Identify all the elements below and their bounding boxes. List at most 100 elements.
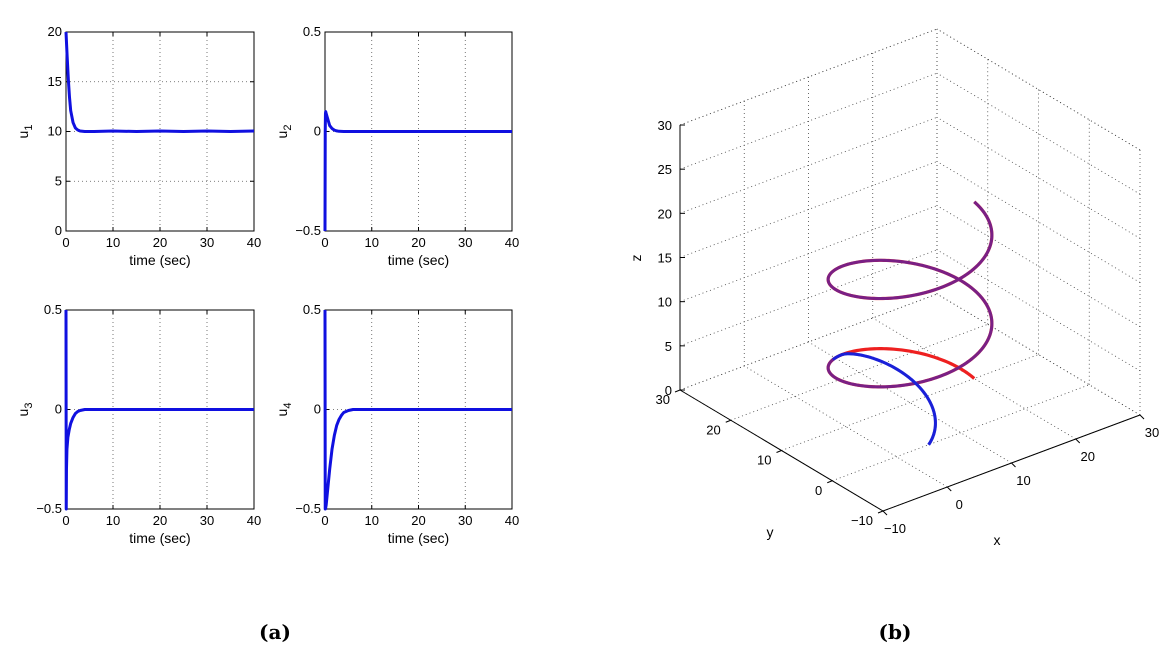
z-tick-label: 15 xyxy=(658,251,672,266)
grid-side-z xyxy=(936,205,1141,328)
y-tick-label: 0 xyxy=(314,124,321,139)
y-tick-label: 0.5 xyxy=(44,302,62,317)
x-tick-label: 40 xyxy=(505,513,519,528)
x-tick-label: −10 xyxy=(884,521,906,536)
y-tick-label: 10 xyxy=(48,124,62,139)
y-axis-label: y xyxy=(767,524,774,540)
x-tick-label: 30 xyxy=(200,235,214,250)
z-tick-label: 10 xyxy=(658,295,672,310)
x-tick-label: 10 xyxy=(106,235,120,250)
z-tick-label: 0 xyxy=(665,383,672,398)
x-axis-label: time (sec) xyxy=(388,252,449,268)
y-tick xyxy=(674,389,681,393)
x-axis-label: time (sec) xyxy=(129,530,190,546)
y-tick xyxy=(776,450,782,453)
grid-floor-y xyxy=(832,384,1090,482)
grid-floor-x xyxy=(808,341,1012,464)
x-tick xyxy=(946,486,952,492)
y-tick-label: 0 xyxy=(55,223,62,238)
x-tick-label: 10 xyxy=(365,513,379,528)
grid-back-z xyxy=(679,293,938,391)
x-tick-label: 0 xyxy=(956,497,963,512)
y-tick-label: 20 xyxy=(706,422,720,437)
grid-side-z xyxy=(936,116,1141,239)
caption-b: (b) xyxy=(879,620,912,644)
x-tick xyxy=(882,510,888,516)
grid-floor-y xyxy=(730,323,988,421)
y-tick-label: −10 xyxy=(851,513,873,528)
z-tick-label: 25 xyxy=(658,162,672,177)
x-tick-label: 30 xyxy=(458,513,472,528)
x-tick-label: 40 xyxy=(505,235,519,250)
x-tick-label: 20 xyxy=(1081,449,1095,464)
caption-a: (a) xyxy=(259,620,291,644)
y-tick-label: −0.5 xyxy=(295,223,321,238)
y-axis-label: u3 xyxy=(15,403,35,417)
x-tick-label: 30 xyxy=(200,513,214,528)
series-line-u2 xyxy=(323,110,512,232)
z-tick-label: 5 xyxy=(665,339,672,354)
y-tick-label: 0 xyxy=(314,402,321,417)
y-tick-label: −0.5 xyxy=(295,501,321,516)
y-tick-label: 30 xyxy=(656,392,670,407)
grid-back-z xyxy=(679,249,938,347)
x-tick-label: 0 xyxy=(62,513,69,528)
y-tick-label: 15 xyxy=(48,74,62,89)
grid-back-z xyxy=(679,72,938,170)
y-tick-label: 20 xyxy=(48,24,62,39)
y-axis-label: u2 xyxy=(274,125,294,139)
x-tick-label: 30 xyxy=(1145,425,1159,440)
x-tick-label: 10 xyxy=(106,513,120,528)
grid-back-z xyxy=(679,205,938,303)
x-axis-label: time (sec) xyxy=(129,252,190,268)
x-axis-label: x xyxy=(994,532,1001,548)
z-axis-label: z xyxy=(628,255,644,262)
y-tick-label: 0 xyxy=(815,483,822,498)
series-line-u1 xyxy=(64,31,255,133)
x-tick-label: 40 xyxy=(247,235,261,250)
series-line-u3 xyxy=(64,309,254,511)
y-tick-label: 10 xyxy=(757,453,771,468)
grid-side-z xyxy=(936,293,1141,416)
x-tick-label: 30 xyxy=(458,235,472,250)
x-tick-label: 0 xyxy=(62,235,69,250)
y-tick xyxy=(725,419,731,423)
y-axis-label: u1 xyxy=(15,125,35,139)
series-line-trajectory xyxy=(826,200,994,446)
grid-back-z xyxy=(679,161,938,258)
y-tick xyxy=(877,510,884,514)
grid-floor-y xyxy=(781,354,1039,451)
x-tick-label: 0 xyxy=(321,235,328,250)
z-tick-label: 20 xyxy=(658,206,672,221)
x-tick-label: 20 xyxy=(411,513,425,528)
x-axis-label: time (sec) xyxy=(388,530,449,546)
grid-side-z xyxy=(936,161,1141,283)
grid-side-z xyxy=(936,72,1141,195)
box-top-edge xyxy=(679,28,938,126)
subplot-u1: 0 10 20 30 40 0 5 10 15 20 time (sec) u1 xyxy=(15,24,261,268)
y-tick xyxy=(827,480,833,484)
grid-floor-x xyxy=(872,317,1076,440)
x-tick-label: 20 xyxy=(411,235,425,250)
x-tick xyxy=(1011,462,1016,468)
x-tick-label: 40 xyxy=(247,513,261,528)
series-line-u4 xyxy=(323,309,512,511)
x-tick-label: 20 xyxy=(153,235,167,250)
x-tick-label: 0 xyxy=(321,513,328,528)
z-tick-label: 30 xyxy=(658,118,672,133)
x-tick xyxy=(1139,414,1145,420)
x-tick xyxy=(1075,438,1081,444)
y-tick-label: 0.5 xyxy=(303,24,321,39)
series-line-trajectory-start xyxy=(832,352,937,446)
grid-back-z xyxy=(679,116,938,214)
box-top-edge xyxy=(936,28,1141,151)
y-tick-label: −0.5 xyxy=(36,501,62,516)
y-tick-label: 0.5 xyxy=(303,302,321,317)
x-tick-label: 20 xyxy=(153,513,167,528)
x-tick-label: 10 xyxy=(1016,473,1030,488)
